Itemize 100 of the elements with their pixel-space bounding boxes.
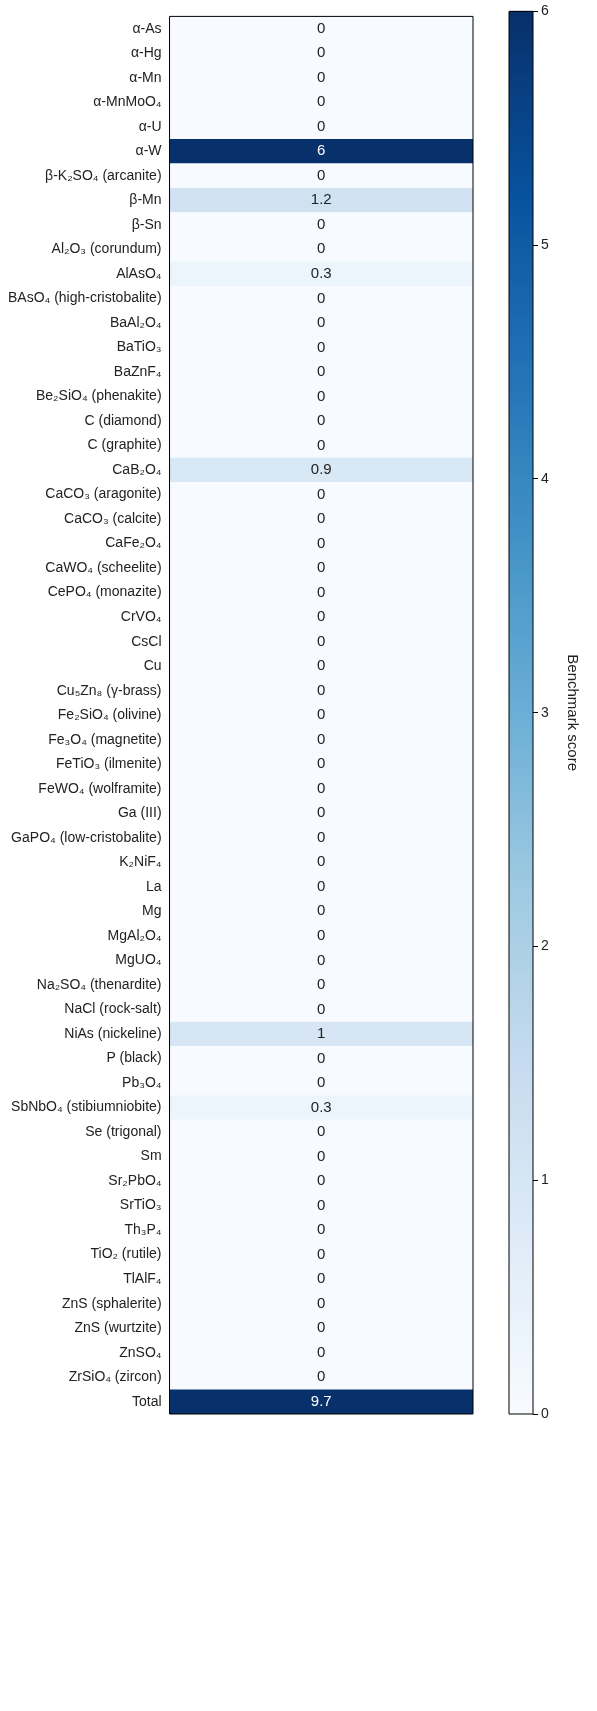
data-label: 9.7 (310, 1391, 332, 1409)
y-tick-label: CsCl (131, 632, 162, 649)
y-tick-label: K₂NiF₄ (119, 853, 162, 870)
data-label: 0 (317, 67, 326, 85)
color-bar-label: 1 (541, 1171, 549, 1188)
y-tick-label: BAsO₄ (high-cristobalite) (8, 289, 162, 306)
data-label: 0 (317, 754, 326, 772)
y-tick-label: Ga (III) (117, 804, 162, 821)
data-label: 0 (317, 1244, 326, 1262)
data-label: 0 (317, 680, 326, 698)
data-label: 0 (317, 975, 326, 993)
y-tick-label: ZnSO₄ (119, 1343, 162, 1360)
data-label: 0 (317, 607, 326, 625)
color-bar-label: 5 (541, 236, 549, 253)
data-label: 0 (317, 313, 326, 331)
data-label: 0 (317, 705, 326, 723)
y-tick-label: BaZnF₄ (113, 362, 162, 379)
y-tick-label: TlAlF₄ (123, 1270, 162, 1286)
y-tick-label: β-Mn (129, 191, 162, 208)
data-label: 0 (317, 1293, 326, 1311)
y-tick-label: BaAl₂O₄ (109, 313, 162, 330)
y-tick-label: Fe₃O₄ (magnetite) (48, 730, 162, 747)
data-label: 0 (317, 484, 326, 502)
data-label: 0 (317, 533, 326, 551)
color-bar-label: 2 (541, 937, 549, 954)
data-label: 0 (317, 509, 326, 527)
y-tick-label: CePO₄ (monazite) (47, 583, 162, 600)
data-label: 1 (317, 1024, 326, 1042)
y-tick-label: SbNbO₄ (stibiumniobite) (11, 1098, 162, 1115)
data-label: 0.3 (310, 1097, 332, 1115)
y-tick-label: Sm (140, 1147, 162, 1164)
y-tick-label: Na₂SO₄ (thenardite) (36, 975, 162, 992)
y-tick-label: Mg (142, 902, 162, 919)
data-label: 0 (317, 778, 326, 796)
data-label: 0 (317, 1048, 326, 1066)
y-tick-label: C (diamond) (84, 411, 162, 428)
color-bar-label: 6 (541, 2, 549, 19)
y-tick-label: Th₃P₄ (124, 1220, 162, 1237)
y-tick-label: NiAs (nickeline) (64, 1024, 162, 1041)
y-tick-label: FeWO₄ (wolframite) (38, 779, 162, 796)
y-tick-label: α-U (138, 117, 162, 134)
data-label: 6 (317, 141, 326, 159)
y-tick-label: La (145, 877, 162, 894)
y-tick-label: ZrSiO₄ (zircon) (68, 1368, 162, 1385)
data-label: 0 (317, 435, 326, 453)
data-label: 0 (317, 1318, 326, 1336)
data-label: 0 (317, 43, 326, 61)
data-label: 0 (317, 92, 326, 110)
data-label: 0 (317, 165, 326, 183)
y-tick-label: NaCl (rock-salt) (64, 1000, 162, 1017)
color-bar-label: 3 (541, 703, 549, 720)
color-bar-label: 4 (541, 469, 549, 486)
y-tick-label: α-W (135, 142, 163, 159)
y-tick-label: BaTiO₃ (116, 338, 162, 355)
y-tick-label: AlAsO₄ (116, 264, 162, 281)
y-tick-label: Cu₅Zn₈ (γ-brass) (56, 681, 162, 698)
data-label: 0 (317, 558, 326, 576)
y-tick-label: SrTiO₃ (119, 1196, 162, 1213)
data-label: 0 (317, 827, 326, 845)
y-tick-label: CaWO₄ (scheelite) (45, 558, 162, 575)
data-label: 0 (317, 18, 326, 36)
y-tick-label: C (graphite) (87, 436, 162, 453)
data-label: 0 (317, 950, 326, 968)
y-tick-label: TiO₂ (rutile) (90, 1245, 162, 1262)
data-label: 0 (317, 1220, 326, 1238)
data-label: 0 (317, 1146, 326, 1164)
data-label: 0 (317, 926, 326, 944)
y-tick-label: CaCO₃ (aragonite) (45, 485, 162, 502)
y-tick-label: Fe₂SiO₄ (olivine) (57, 706, 162, 723)
data-label: 0 (317, 239, 326, 257)
y-tick-label: CaCO₃ (calcite) (64, 509, 162, 526)
y-tick-label: Total (131, 1392, 162, 1409)
y-tick-label: α-Mn (129, 68, 162, 85)
data-label: 0 (317, 1269, 326, 1287)
y-tick-label: MgUO₄ (115, 951, 162, 968)
data-label: 0 (317, 386, 326, 404)
data-label: 0 (317, 1073, 326, 1091)
data-label: 0 (317, 1342, 326, 1360)
y-tick-label: α-Hg (130, 44, 162, 61)
data-label: 0 (317, 999, 326, 1017)
y-tick-label: Pb₃O₄ (122, 1073, 162, 1090)
data-label: 0 (317, 116, 326, 134)
y-tick-label: Sr₂PbO₄ (108, 1171, 162, 1188)
data-label: 0 (317, 1171, 326, 1189)
y-tick-label: Al₂O₃ (corundum) (51, 240, 162, 257)
data-label: 0.9 (310, 460, 332, 478)
color-bar-label: 0 (541, 1404, 549, 1421)
data-label: 0.3 (310, 263, 332, 281)
y-tick-label: ZnS (sphalerite) (61, 1294, 162, 1311)
data-label: 0 (317, 1122, 326, 1140)
color-bar-title: Benchmark score (564, 654, 582, 772)
y-tick-label: Be₂SiO₄ (phenakite) (36, 387, 162, 404)
y-tick-label: Cu (143, 657, 162, 674)
y-tick-label: α-As (132, 19, 162, 36)
data-label: 0 (317, 362, 326, 380)
data-label: 0 (317, 1367, 326, 1385)
y-tick-label: β-K₂SO₄ (arcanite) (45, 166, 162, 183)
data-label: 0 (317, 337, 326, 355)
data-label: 0 (317, 214, 326, 232)
data-label: 0 (317, 803, 326, 821)
